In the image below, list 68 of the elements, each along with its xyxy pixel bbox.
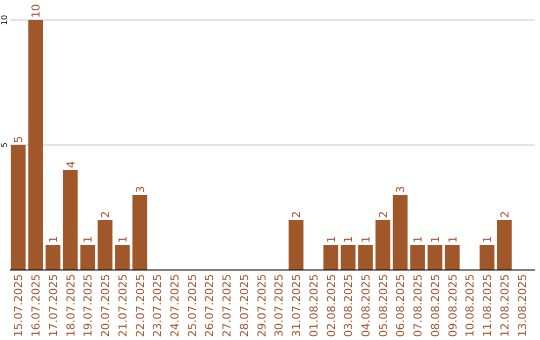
bar: [358, 245, 373, 270]
x-tick-label: 11.08.2025: [481, 274, 494, 337]
x-tick-label: 19.07.2025: [82, 274, 95, 337]
x-tick-label: 18.07.2025: [64, 274, 78, 337]
bar: [80, 245, 96, 270]
data-label: 2: [290, 211, 304, 218]
x-tick-label: 25.07.2025: [186, 274, 199, 337]
data-label: 1: [428, 236, 442, 243]
x-tick-label: 21.07.2025: [116, 274, 130, 337]
x-tick-label: 23.07.2025: [151, 274, 164, 337]
data-label: 2: [99, 211, 112, 218]
bar: [115, 245, 130, 270]
x-tick-label: 12.08.2025: [498, 274, 512, 337]
bar: [132, 195, 148, 270]
x-tick-label: 27.07.2025: [220, 274, 234, 337]
x-tick-label: 28.07.2025: [238, 274, 251, 337]
x-tick-label: 24.07.2025: [168, 274, 182, 337]
x-tick-label: 16.07.2025: [30, 274, 43, 337]
x-tick-label: 30.07.2025: [272, 274, 286, 337]
x-tick-label: 31.07.2025: [290, 274, 304, 337]
data-label: 1: [446, 236, 460, 243]
data-label: 1: [324, 236, 338, 243]
x-tick-label: 10.08.2025: [464, 274, 477, 337]
x-tick-label: 01.08.2025: [307, 274, 320, 337]
x-tick-label: 04.08.2025: [359, 274, 372, 337]
data-label: 2: [376, 211, 390, 218]
x-tick-label: 20.07.2025: [99, 274, 112, 337]
bar: [62, 170, 78, 270]
x-tick-label: 08.08.2025: [428, 274, 442, 337]
data-label: 1: [359, 236, 372, 243]
bar: [375, 220, 390, 270]
x-tick-label: 22.07.2025: [134, 274, 147, 337]
bar: [288, 220, 304, 270]
bar: [46, 245, 60, 270]
data-label: 1: [46, 236, 60, 243]
data-label: 1: [342, 236, 356, 243]
bar: [497, 220, 512, 270]
x-tick-label: 06.08.2025: [394, 274, 408, 337]
data-label: 4: [64, 161, 78, 168]
x-tick-label: 17.07.2025: [46, 274, 60, 337]
x-tick-label: 15.07.2025: [12, 274, 26, 337]
data-label: 3: [134, 186, 147, 193]
data-label: 3: [394, 186, 408, 193]
x-tick-label: 05.08.2025: [376, 274, 390, 337]
data-label: 1: [82, 236, 95, 243]
bar: [428, 245, 442, 270]
bar: [444, 245, 460, 270]
data-label: 1: [116, 236, 130, 243]
bar: [10, 145, 26, 270]
bar: [410, 245, 425, 270]
bar: [480, 245, 494, 270]
bar: [98, 220, 112, 270]
data-label: 2: [498, 211, 512, 218]
x-tick-label: 07.08.2025: [412, 274, 425, 337]
bar: [340, 245, 356, 270]
x-tick-label: 13.08.2025: [516, 274, 529, 337]
bar: [323, 245, 338, 270]
x-tick-label: 29.07.2025: [255, 274, 268, 337]
data-label: 5: [12, 136, 26, 143]
bar: [28, 20, 43, 270]
data-label: 1: [481, 236, 494, 243]
x-tick-label: 09.08.2025: [446, 274, 460, 337]
x-tick-label: 02.08.2025: [324, 274, 338, 337]
data-label: 10: [30, 4, 43, 18]
data-label: 1: [412, 236, 425, 243]
x-tick-label: 03.08.2025: [342, 274, 356, 337]
x-tick-label: 26.07.2025: [203, 274, 216, 337]
bar: [392, 195, 408, 270]
